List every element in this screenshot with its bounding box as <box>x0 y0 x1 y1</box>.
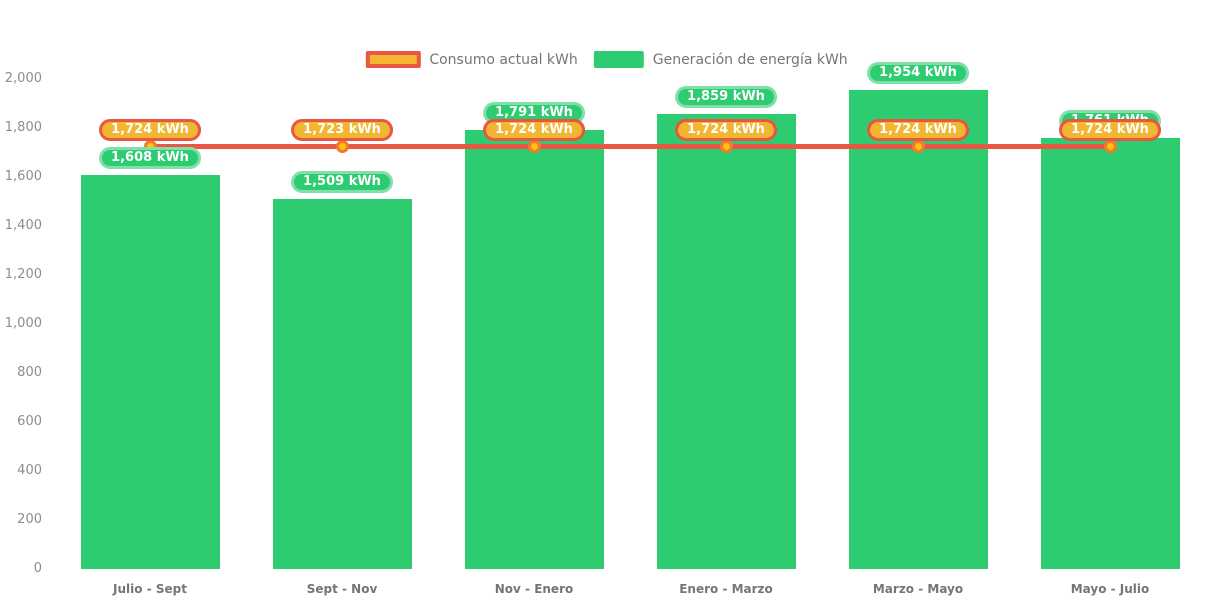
generation-bar[interactable] <box>464 130 604 569</box>
y-axis-tick-label: 1,800 <box>4 120 42 135</box>
x-axis-label: Julio - Sept <box>113 582 187 596</box>
y-axis-tick-label: 2,000 <box>4 71 42 86</box>
consumption-legend-swatch <box>365 51 421 68</box>
y-axis-tick-label: 0 <box>33 561 42 576</box>
line-point-marker[interactable] <box>335 140 349 154</box>
consumption-value-badge: 1,724 kWh <box>867 118 969 141</box>
legend-item-consumo[interactable]: Consumo actual kWh <box>365 51 578 68</box>
y-axis-tick-label: 1,400 <box>4 218 42 233</box>
y-axis-tick-label: 200 <box>17 512 42 527</box>
x-axis-label: Mayo - Julio <box>1070 582 1150 596</box>
line-point-marker[interactable] <box>1103 140 1117 154</box>
line-point-marker[interactable] <box>527 140 541 154</box>
y-axis-tick-label: 1,000 <box>4 316 42 331</box>
generation-legend-swatch <box>593 51 644 68</box>
generation-bar[interactable] <box>656 113 796 569</box>
x-axis-label: Nov - Enero <box>494 582 574 596</box>
chart-legend: Consumo actual kWh Generación de energía… <box>365 51 848 68</box>
y-axis-tick-label: 800 <box>17 365 42 380</box>
generation-value-badge: 1,608 kWh <box>99 147 201 170</box>
consumption-legend-label: Consumo actual kWh <box>429 51 578 68</box>
consumption-value-badge: 1,724 kWh <box>483 118 585 141</box>
consumption-line[interactable] <box>150 144 1110 150</box>
generation-bar[interactable] <box>848 90 988 569</box>
y-axis-tick-label: 1,200 <box>4 267 42 282</box>
consumption-value-badge: 1,724 kWh <box>1059 118 1161 141</box>
consumption-value-badge: 1,724 kWh <box>99 118 201 141</box>
consumption-value-badge: 1,723 kWh <box>291 118 393 141</box>
x-axis-label: Sept - Nov <box>306 582 378 596</box>
generation-bar[interactable] <box>1040 137 1180 569</box>
generation-value-badge: 1,954 kWh <box>867 62 969 85</box>
line-point-marker[interactable] <box>911 140 925 154</box>
generation-bar[interactable] <box>80 175 220 569</box>
generation-bar[interactable] <box>272 199 412 569</box>
y-axis-tick-label: 1,600 <box>4 169 42 184</box>
y-axis-tick-label: 400 <box>17 463 42 478</box>
line-point-marker[interactable] <box>719 140 733 154</box>
consumption-value-badge: 1,724 kWh <box>675 118 777 141</box>
generation-value-badge: 1,509 kWh <box>291 171 393 194</box>
x-axis-label: Marzo - Mayo <box>872 582 964 596</box>
y-axis-tick-label: 600 <box>17 414 42 429</box>
generation-value-badge: 1,859 kWh <box>675 85 777 108</box>
x-axis-label: Enero - Marzo <box>679 582 773 596</box>
generation-legend-label: Generación de energía kWh <box>652 51 848 68</box>
legend-item-generacion[interactable]: Generación de energía kWh <box>593 51 848 68</box>
